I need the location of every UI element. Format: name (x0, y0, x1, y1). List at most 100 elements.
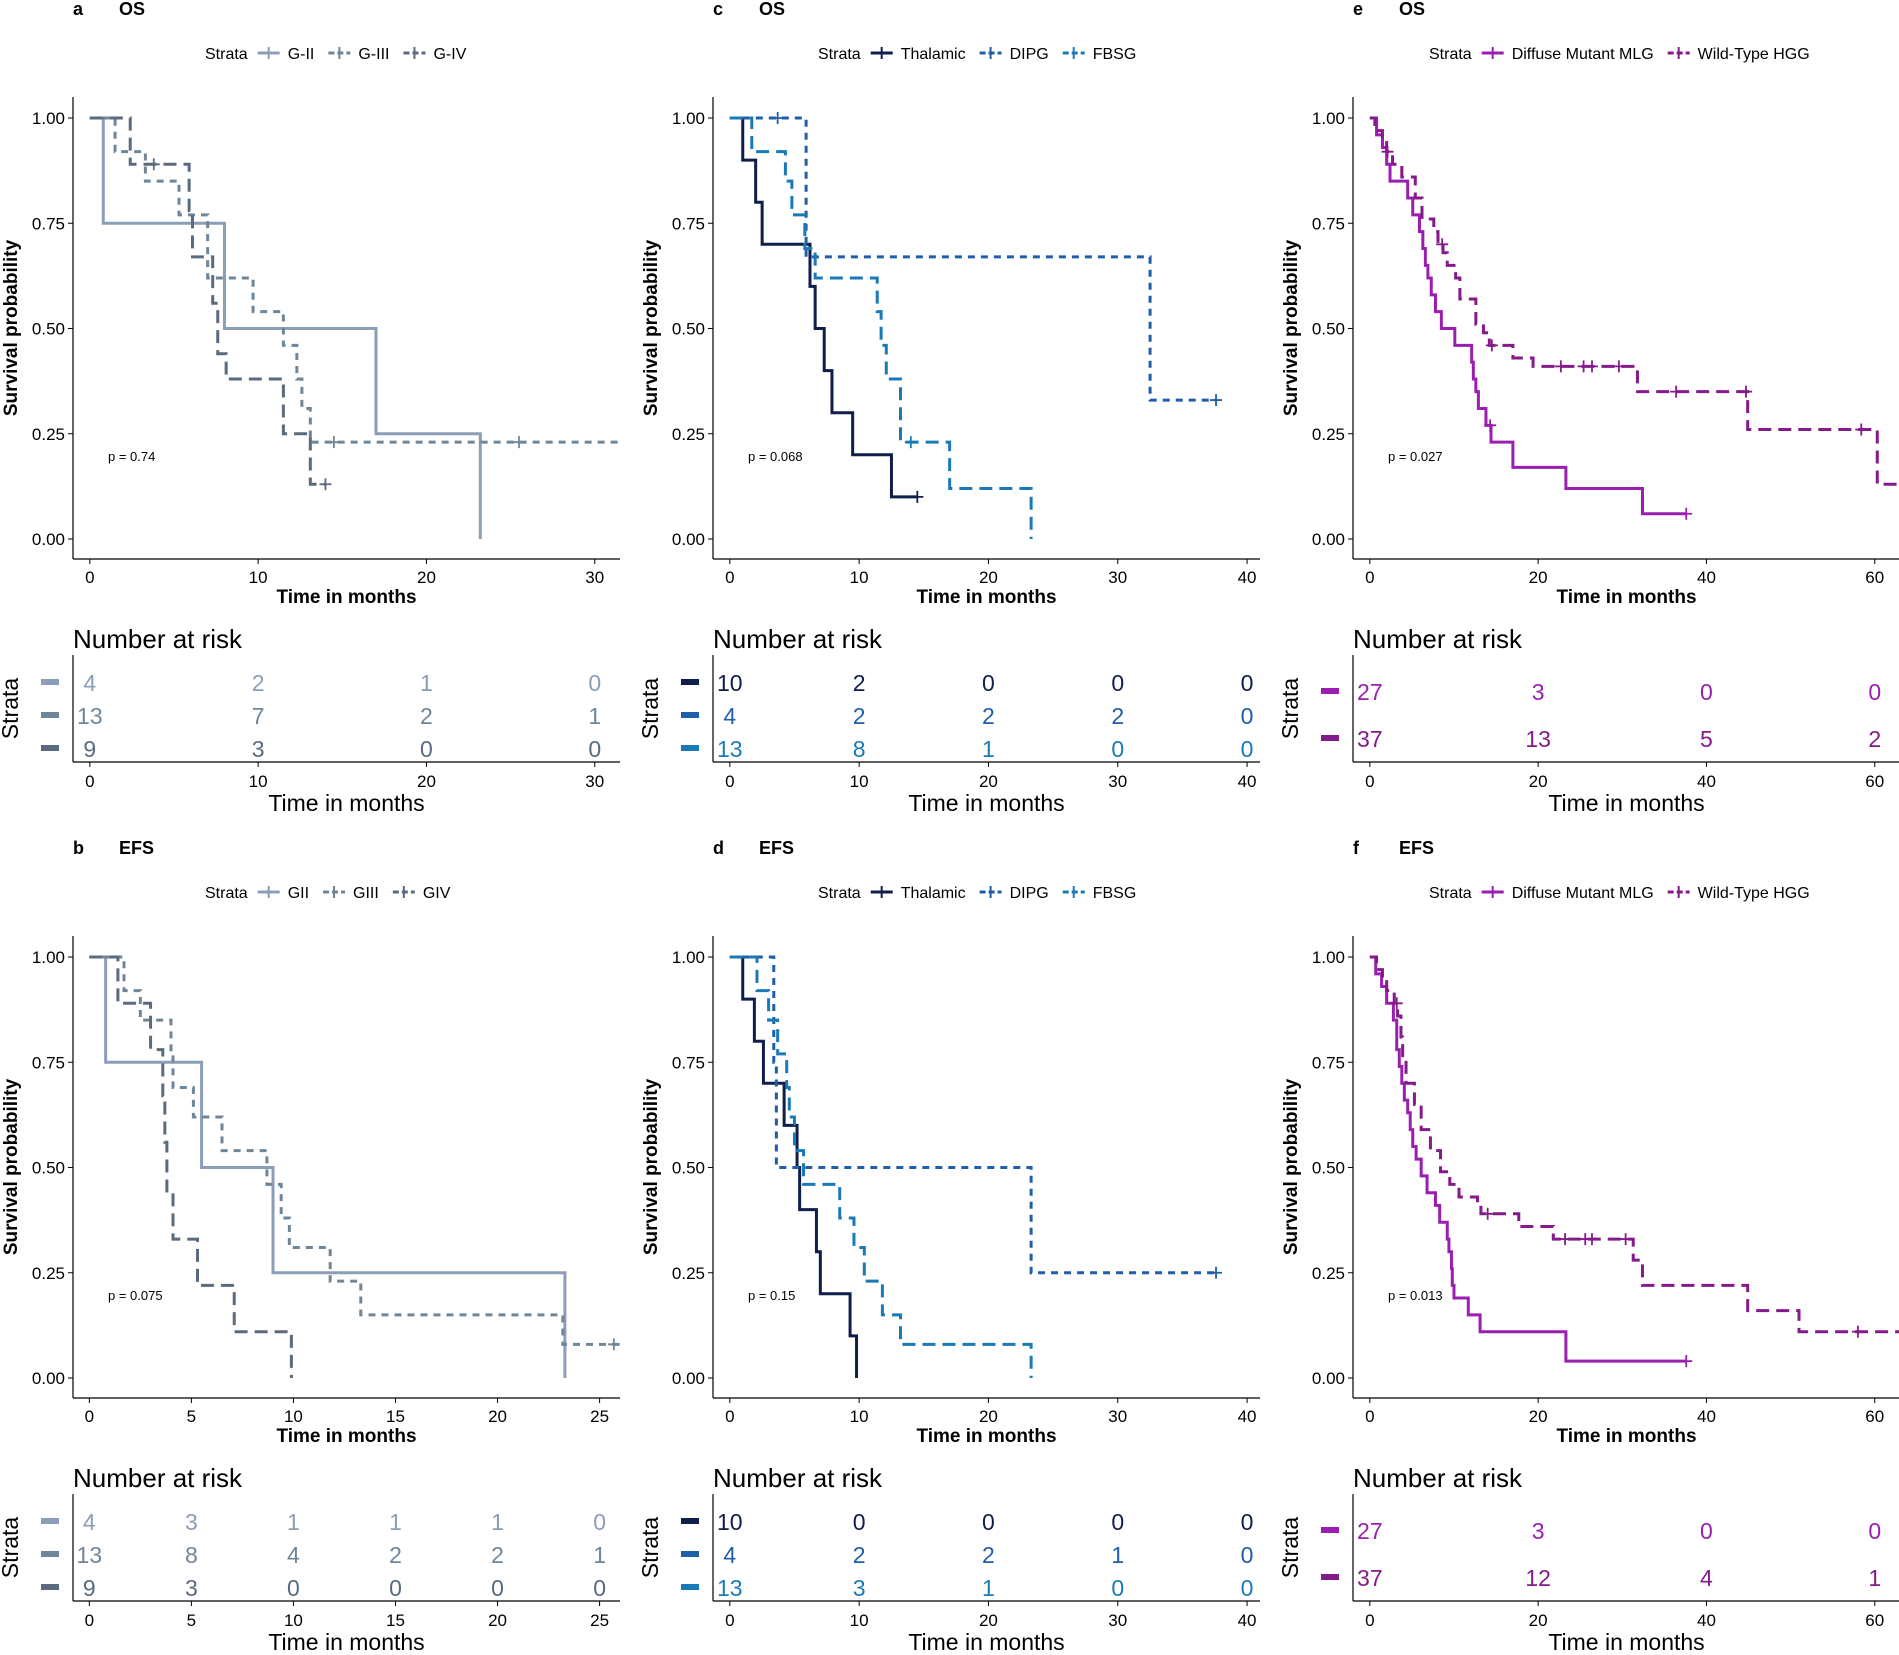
risk-count: 5 (1700, 726, 1713, 752)
censor-mark (607, 1338, 620, 1351)
risk-count: 4 (83, 1509, 96, 1535)
risk-count: 37 (1357, 1565, 1383, 1591)
risk-count: 1 (491, 1509, 504, 1535)
y-tick-label: 0.50 (672, 1159, 705, 1178)
y-tick-label: 0.25 (32, 425, 65, 444)
legend-label: G-II (288, 46, 315, 63)
x-tick-label: 10 (850, 1407, 869, 1426)
censor-mark (1740, 385, 1752, 398)
x-tick-label: 5 (187, 1407, 196, 1426)
y-tick-label: 0.25 (32, 1264, 65, 1283)
risk-x-tick-label: 10 (284, 1611, 303, 1630)
risk-count: 3 (1532, 679, 1545, 705)
risk-count: 13 (717, 1575, 743, 1601)
y-tick-label: 0.25 (1312, 1264, 1345, 1283)
x-tick-label: 60 (1865, 568, 1884, 587)
risk-x-axis-title: Time in months (268, 790, 424, 816)
y-axis-title: Survival probability (1281, 1078, 1302, 1255)
risk-count: 4 (1700, 1565, 1713, 1591)
legend-label: DIPG (1010, 885, 1049, 902)
panel-letter: b (73, 838, 84, 858)
x-axis-title: Time in months (1556, 1426, 1696, 1447)
risk-count: 0 (593, 1575, 606, 1601)
legend-label: Thalamic (901, 46, 966, 63)
risk-count: 0 (588, 736, 601, 762)
km-panel-f: f EFS Strata Diffuse Mutant MLG Wild-Type HG… (1277, 838, 1899, 1655)
risk-x-axis-title: Time in months (908, 1629, 1064, 1655)
km-curve-2 (89, 116, 326, 486)
risk-x-tick-label: 0 (725, 772, 734, 791)
panel-letter: f (1353, 838, 1360, 858)
legend: Strata G-II G-III G-IV (205, 46, 467, 63)
y-tick-label: 0.75 (672, 214, 705, 233)
risk-count: 10 (717, 670, 743, 696)
legend-label: GIII (353, 885, 379, 902)
y-tick-label: 0.50 (1312, 320, 1345, 339)
risk-count: 4 (723, 703, 736, 729)
risk-x-tick-label: 10 (249, 772, 268, 791)
censor-mark (1210, 394, 1223, 407)
censor-mark (1680, 507, 1693, 520)
risk-count: 2 (1868, 726, 1881, 752)
legend-label: DIPG (1010, 46, 1049, 63)
risk-count: 0 (1241, 1575, 1254, 1601)
legend-title: Strata (818, 885, 861, 902)
risk-count: 2 (982, 1542, 995, 1568)
risk-x-tick-label: 40 (1238, 1611, 1257, 1630)
risk-count: 0 (1241, 1509, 1254, 1535)
risk-count: 0 (982, 1509, 995, 1535)
risk-x-tick-label: 30 (1108, 1611, 1127, 1630)
risk-count: 0 (389, 1575, 402, 1601)
x-tick-label: 15 (386, 1407, 405, 1426)
legend-title: Strata (1429, 885, 1472, 902)
risk-count: 2 (982, 703, 995, 729)
legend-label: Diffuse Mutant MLG (1512, 46, 1654, 63)
y-tick-label: 1.00 (1312, 109, 1345, 128)
risk-strata-label: Strata (1277, 1517, 1303, 1579)
risk-strata-label: Strata (637, 678, 663, 740)
x-axis-title: Time in months (1556, 587, 1696, 608)
risk-count: 1 (1868, 1565, 1881, 1591)
p-value: p = 0.15 (748, 1288, 795, 1303)
risk-strata-label: Strata (0, 678, 23, 740)
risk-x-tick-label: 40 (1238, 772, 1257, 791)
risk-table-title: Number at risk (713, 1463, 883, 1493)
x-tick-label: 0 (85, 568, 94, 587)
x-tick-label: 30 (1108, 568, 1127, 587)
legend-label: Thalamic (901, 885, 966, 902)
panel-title: EFS (119, 838, 154, 858)
risk-count: 4 (83, 670, 96, 696)
risk-count: 0 (1111, 1509, 1124, 1535)
risk-table-title: Number at risk (713, 624, 883, 654)
legend-label: FBSG (1093, 885, 1137, 902)
risk-x-tick-label: 0 (1365, 1611, 1374, 1630)
legend: Strata Thalamic DIPG FBSG (818, 885, 1136, 902)
risk-count: 1 (389, 1509, 402, 1535)
km-curve-2 (89, 955, 293, 1378)
x-tick-label: 0 (1365, 1407, 1374, 1426)
risk-x-tick-label: 5 (187, 1611, 196, 1630)
censor-mark (904, 436, 917, 449)
risk-x-axis-title: Time in months (1548, 1629, 1704, 1655)
risk-count: 8 (185, 1542, 198, 1568)
x-tick-label: 10 (249, 568, 268, 587)
x-tick-label: 20 (1529, 1407, 1548, 1426)
x-tick-label: 20 (979, 1407, 998, 1426)
panel-title: EFS (1399, 838, 1434, 858)
km-curve-2 (729, 116, 1033, 539)
risk-count: 0 (1868, 1518, 1881, 1544)
legend-label: G-III (358, 46, 389, 63)
risk-count: 3 (185, 1575, 198, 1601)
x-tick-label: 20 (979, 568, 998, 587)
risk-count: 13 (1525, 726, 1551, 752)
risk-x-tick-label: 20 (979, 772, 998, 791)
x-tick-label: 20 (1529, 568, 1548, 587)
y-tick-label: 0.75 (1312, 1053, 1345, 1072)
risk-count: 1 (420, 670, 433, 696)
y-tick-label: 0.75 (32, 214, 65, 233)
km-curve-0 (89, 116, 482, 539)
x-tick-label: 60 (1865, 1407, 1884, 1426)
y-tick-label: 0.75 (1312, 214, 1345, 233)
km-panel-e: e OS Strata Diffuse Mutant MLG Wild-Type HGG… (1277, 0, 1899, 816)
risk-count: 4 (723, 1542, 736, 1568)
